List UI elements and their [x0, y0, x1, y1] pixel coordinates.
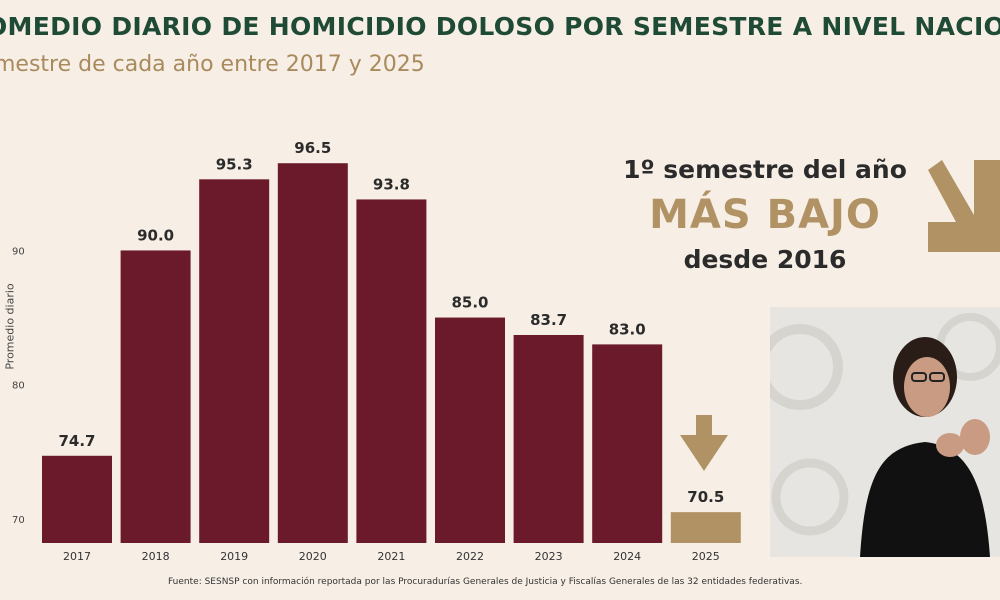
value-label-2019: 95.3: [216, 155, 253, 173]
value-label-2021: 93.8: [373, 175, 410, 193]
value-label-2025: 70.5: [687, 488, 724, 506]
value-label-2024: 83.0: [609, 320, 646, 338]
y-tick-70: 70: [12, 515, 25, 526]
value-label-2023: 83.7: [530, 311, 567, 329]
callout-line-1: 1º semestre del año: [623, 155, 907, 184]
x-tick-2017: 2017: [63, 550, 91, 563]
chart-title: OMEDIO DIARIO DE HOMICIDIO DOLOSO POR SE…: [0, 12, 1000, 41]
bar-2023: [513, 334, 584, 543]
x-tick-2018: 2018: [142, 550, 170, 563]
x-tick-2025: 2025: [692, 550, 720, 563]
value-label-2017: 74.7: [58, 432, 95, 450]
sign-language-interpreter-image: [770, 307, 1000, 557]
down-arrow-icon: [680, 415, 728, 471]
bar-2017: [42, 455, 112, 543]
source-footnote: Fuente: SESNSP con información reportada…: [168, 577, 803, 587]
x-tick-2019: 2019: [220, 550, 248, 563]
value-label-2018: 90.0: [137, 226, 174, 244]
pointer-arrow-icon: [928, 160, 1000, 252]
callout-highlight: MÁS BAJO: [649, 192, 881, 238]
callout-line-3: desde 2016: [683, 245, 847, 274]
bar-2019: [199, 179, 270, 543]
bar-2021: [356, 199, 427, 543]
x-tick-2020: 2020: [299, 550, 327, 563]
bar-2018: [120, 250, 191, 543]
y-tick-90: 90: [12, 246, 25, 257]
bar-2022: [435, 317, 505, 543]
y-tick-80: 80: [12, 381, 25, 392]
x-tick-2023: 2023: [535, 550, 563, 563]
x-tick-2024: 2024: [613, 550, 641, 563]
bar-2020: [277, 163, 348, 544]
value-label-2020: 96.5: [294, 139, 331, 157]
x-tick-2022: 2022: [456, 550, 484, 563]
value-label-2022: 85.0: [451, 294, 488, 312]
bar-2024: [592, 344, 663, 543]
bar-2025: [670, 512, 741, 543]
chart-subtitle: mestre de cada año entre 2017 y 2025: [0, 52, 425, 77]
bar-chart: 74.7 90.0 95.3 96.5 93.8 85.0 83.7 83.0 70.5 201…: [12, 139, 741, 563]
x-tick-2021: 2021: [377, 550, 405, 563]
